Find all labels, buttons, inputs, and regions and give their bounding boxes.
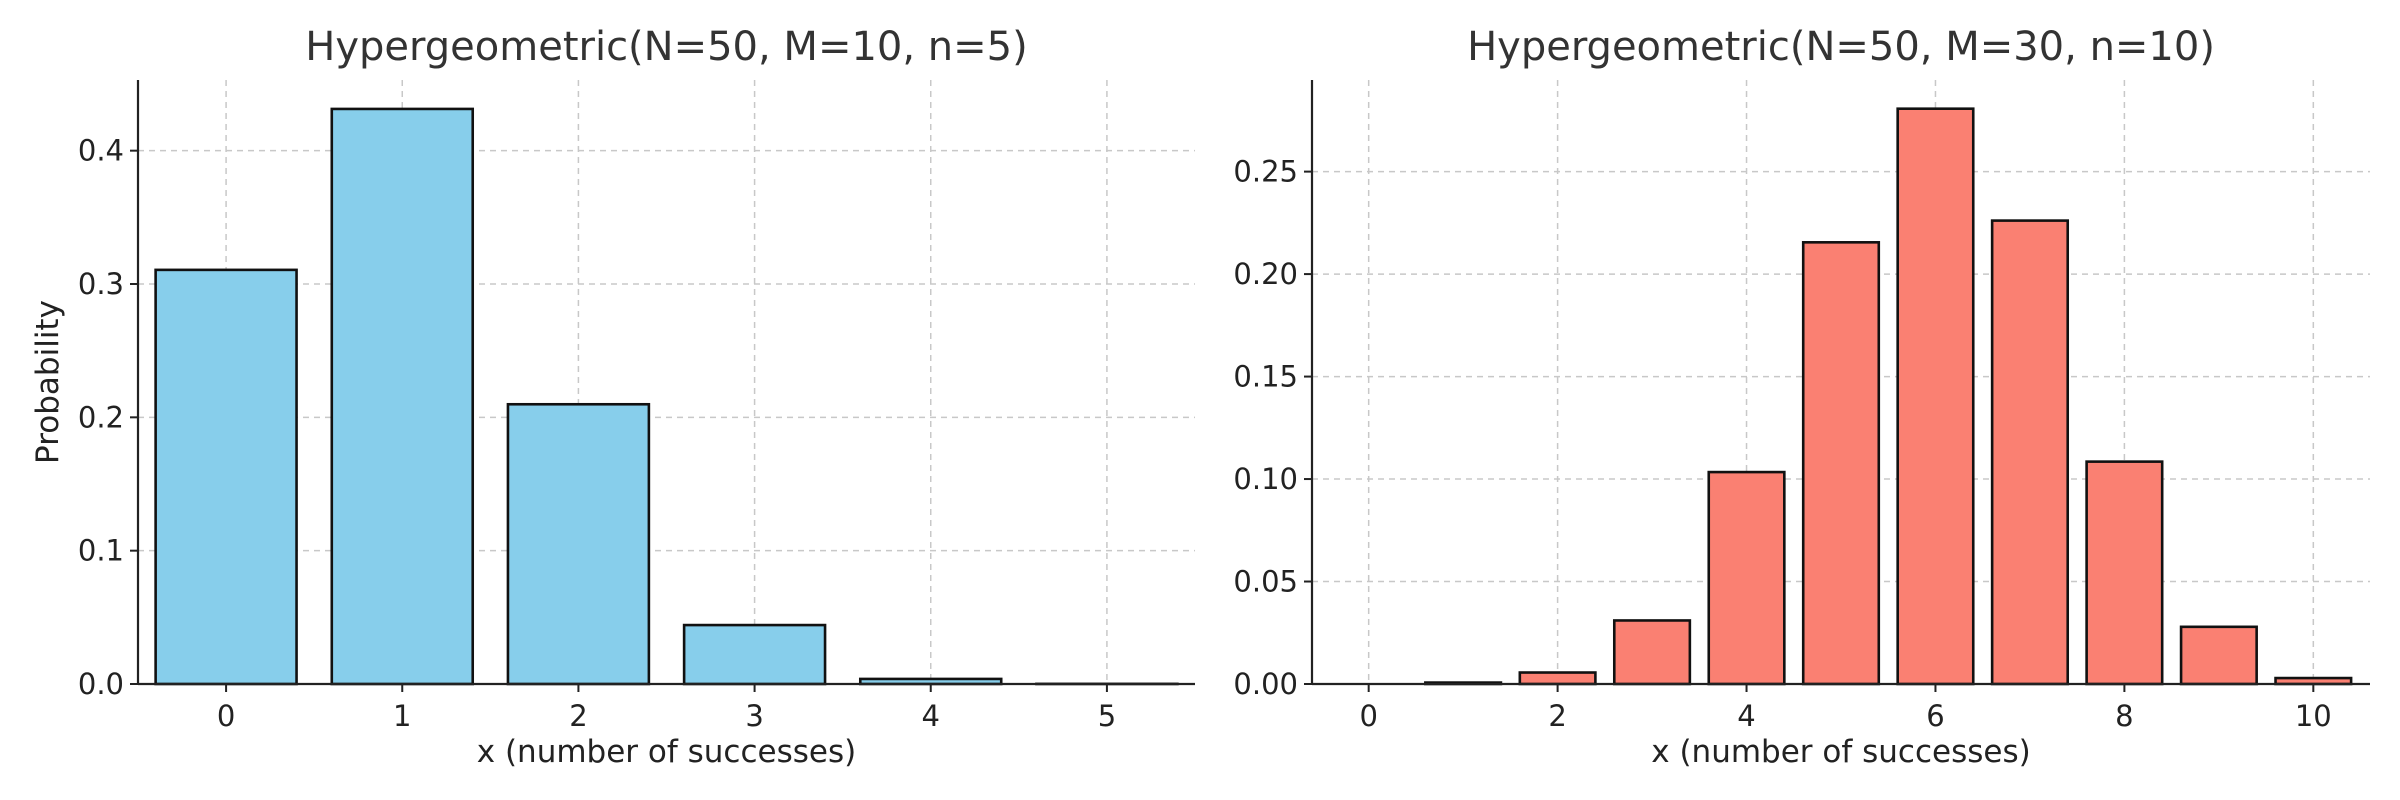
x-tick-label: 5 — [1098, 699, 1116, 733]
y-tick-label: 0.2 — [78, 400, 124, 434]
x-tick-label: 6 — [1926, 699, 1944, 733]
x-tick-label: 8 — [2115, 699, 2133, 733]
bar-x-9 — [2179, 625, 2258, 686]
bar-x-2 — [1518, 671, 1597, 686]
bar-x-5 — [1801, 241, 1881, 686]
y-tick-label: 0.1 — [78, 534, 124, 568]
x-tick-label: 2 — [1548, 699, 1566, 733]
x-axis-label: x (number of successes) — [477, 734, 856, 770]
bar-x-7 — [1990, 219, 2070, 686]
chart-title: Hypergeometric(N=50, M=30, n=10) — [1467, 24, 2215, 70]
y-tick-label: 0.20 — [1233, 257, 1298, 291]
y-tick-label: 0.00 — [1233, 667, 1298, 701]
chart-panel-right: 0 2 4 6 8 10 0.00 0.05 0.10 0.15 0.20 0.25 Hypergeom… — [1233, 24, 2370, 770]
y-tick-label: 0.3 — [78, 267, 124, 301]
x-tick-label: 10 — [2295, 699, 2332, 733]
x-tick-label: 3 — [745, 699, 763, 733]
bar-x-1 — [330, 107, 475, 686]
x-tick-label: 0 — [217, 699, 235, 733]
bar-x-2 — [506, 402, 651, 686]
x-tick-label: 0 — [1359, 699, 1377, 733]
y-tick-label: 0.10 — [1233, 462, 1298, 496]
bar-x-4 — [1707, 470, 1786, 686]
bar-x-0 — [154, 268, 298, 686]
y-tick-label: 0.4 — [78, 134, 124, 168]
y-tick-label: 0.0 — [78, 667, 124, 701]
bar-x-6 — [1896, 107, 1975, 686]
bar-x-8 — [2085, 460, 2164, 686]
bar-x-3 — [1612, 619, 1692, 686]
x-axis-label: x (number of successes) — [1651, 734, 2030, 770]
y-axis-label: Probability — [30, 300, 66, 464]
x-tick-label: 4 — [922, 699, 940, 733]
x-tick-label: 4 — [1737, 699, 1755, 733]
y-tick-label: 0.05 — [1233, 565, 1298, 599]
x-tick-label: 2 — [569, 699, 587, 733]
y-tick-label: 0.15 — [1233, 360, 1298, 394]
chart-title: Hypergeometric(N=50, M=10, n=5) — [305, 24, 1027, 70]
chart-panel-left: 0 1 2 3 4 5 0.0 0.1 0.2 0.3 0.4 Hypergeometric(N=50… — [30, 24, 1195, 770]
y-tick-label: 0.25 — [1233, 155, 1298, 189]
x-tick-label: 1 — [393, 699, 411, 733]
bar-x-3 — [682, 623, 827, 686]
